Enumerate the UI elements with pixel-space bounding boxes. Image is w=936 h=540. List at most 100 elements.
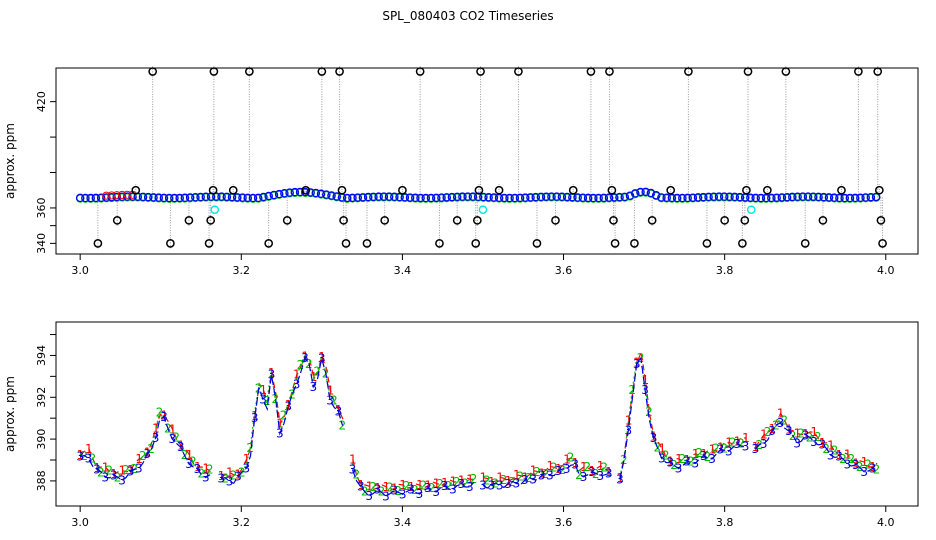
outlier-point (474, 185, 484, 195)
baseline-point-3 (599, 193, 609, 203)
series-1-glyph: 1 (861, 455, 869, 469)
series-3-glyph: 3 (571, 458, 579, 472)
series-3-glyph: 3 (127, 464, 135, 478)
series-2-glyph: 2 (139, 449, 147, 463)
series-3-glyph: 3 (301, 351, 309, 365)
series-3-glyph: 3 (869, 461, 877, 475)
outlier-point (398, 185, 407, 195)
series-2-glyph: 2 (221, 471, 229, 485)
series-1-glyph: 1 (700, 447, 708, 461)
baseline-point-3 (269, 190, 279, 200)
series-2-glyph: 2 (353, 467, 361, 481)
series-2-glyph: 2 (864, 458, 872, 472)
baseline-point-3 (657, 193, 666, 202)
series-1-glyph: 1 (127, 463, 135, 477)
series-3-glyph: 3 (546, 469, 554, 483)
outlier-point (738, 239, 747, 248)
series-1-line (352, 459, 475, 491)
series-3-glyph: 3 (365, 489, 373, 503)
series-1-glyph: 1 (852, 456, 860, 470)
baseline-point-3 (500, 193, 509, 203)
baseline-point-3 (363, 192, 373, 202)
baseline-point-3 (358, 193, 368, 202)
series-2-glyph: 2 (737, 437, 745, 451)
series-2-glyph: 2 (592, 467, 600, 481)
plot1-ytick-label: 420 (35, 91, 48, 112)
baseline-point-3 (390, 192, 399, 202)
series-3-glyph: 3 (466, 480, 474, 494)
series-1-glyph: 1 (844, 447, 852, 461)
series-1-glyph: 1 (374, 481, 382, 495)
series-3-glyph: 3 (357, 480, 365, 494)
series-2-glyph: 2 (378, 484, 386, 498)
baseline-point-3 (850, 193, 860, 203)
outlier-point (818, 215, 828, 225)
baseline-point-3 (332, 192, 342, 201)
baseline-point-3 (704, 192, 713, 202)
baseline-point-3 (342, 193, 352, 203)
plot1-xtick-label: 3.0 (71, 264, 89, 277)
outlier-point (476, 67, 485, 76)
baseline-point-3 (489, 193, 499, 202)
series-1-glyph: 1 (597, 459, 605, 473)
series-1-line (80, 413, 211, 475)
outlier-point (551, 215, 560, 225)
baseline-point-3 (264, 191, 273, 201)
series-3-line (80, 416, 211, 482)
series-2-glyph: 2 (297, 358, 305, 372)
series-1-glyph: 1 (186, 448, 194, 462)
baseline-point-3 (253, 193, 263, 203)
outlier-point (742, 185, 751, 195)
baseline-point-3 (615, 192, 624, 202)
series-3-glyph: 3 (588, 465, 596, 479)
series-3-glyph: 3 (152, 431, 160, 445)
series-3-glyph: 3 (326, 393, 334, 407)
series-1-glyph: 1 (251, 409, 259, 423)
series-2-glyph: 2 (230, 468, 238, 482)
baseline-point-3 (259, 192, 268, 202)
baseline-point-3 (515, 193, 525, 203)
baseline-point-3 (196, 192, 205, 202)
series-2-glyph: 2 (105, 463, 113, 477)
series-3-glyph: 3 (675, 462, 683, 476)
series-3-glyph: 3 (135, 462, 143, 476)
series-2-glyph: 2 (313, 365, 321, 379)
series-3-glyph: 3 (93, 462, 101, 476)
series-3-glyph: 3 (793, 436, 801, 450)
series-2-glyph: 2 (814, 430, 822, 444)
series-3-glyph: 3 (391, 483, 399, 497)
series-2-glyph: 2 (330, 394, 338, 408)
series-3-glyph: 3 (521, 473, 529, 487)
outlier-point (335, 67, 344, 76)
outlier-point (647, 215, 657, 225)
outlier-point (339, 215, 348, 225)
outlier-point (586, 67, 596, 76)
series-3-glyph: 3 (118, 474, 126, 488)
outlier-point (415, 67, 425, 76)
series-2-glyph: 2 (428, 481, 436, 495)
series-2-glyph: 2 (436, 477, 444, 491)
baseline-point-3 (201, 192, 211, 202)
series-1-glyph: 1 (226, 466, 234, 480)
series-2-glyph: 2 (403, 479, 411, 493)
series-3-glyph: 3 (760, 437, 768, 451)
series-1-glyph: 1 (234, 468, 242, 482)
baseline-point-3 (557, 192, 567, 202)
series-3-glyph: 3 (234, 470, 242, 484)
outlier-point (244, 67, 254, 76)
series-2-glyph: 2 (704, 450, 712, 464)
plot2-xtick-label: 3.6 (555, 516, 573, 529)
series-1-glyph: 1 (335, 403, 343, 417)
series-3-glyph: 3 (293, 377, 301, 391)
series-1-glyph: 1 (366, 479, 374, 493)
series-1-glyph: 1 (357, 478, 365, 492)
baseline-point-3 (573, 193, 582, 202)
series-2-glyph: 2 (764, 425, 772, 439)
outlier-point (684, 67, 693, 76)
series-2-line (754, 418, 877, 471)
baseline-point-3 (636, 187, 645, 197)
baseline-point-3 (238, 193, 247, 202)
baseline-point-3 (468, 192, 478, 201)
series-3-glyph: 3 (650, 431, 658, 445)
outlier-point (837, 185, 846, 195)
